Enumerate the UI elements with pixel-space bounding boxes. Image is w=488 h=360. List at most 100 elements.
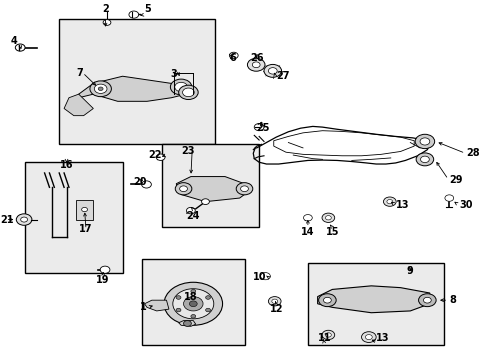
Text: 14: 14: [301, 227, 314, 237]
Bar: [161, 144, 259, 227]
Circle shape: [179, 186, 187, 192]
Text: 6: 6: [228, 53, 235, 63]
Circle shape: [268, 297, 281, 306]
Circle shape: [323, 297, 330, 303]
Circle shape: [186, 207, 195, 214]
Text: 17: 17: [79, 224, 93, 234]
Circle shape: [418, 294, 435, 307]
Text: 13: 13: [395, 200, 408, 210]
Circle shape: [205, 308, 210, 312]
Circle shape: [264, 64, 281, 77]
Circle shape: [240, 186, 248, 192]
Circle shape: [94, 84, 107, 94]
Circle shape: [103, 20, 111, 25]
Circle shape: [303, 215, 312, 221]
Circle shape: [170, 79, 191, 95]
Circle shape: [190, 315, 195, 318]
Circle shape: [178, 85, 198, 99]
Polygon shape: [79, 76, 185, 101]
Circle shape: [365, 334, 371, 339]
Circle shape: [142, 181, 151, 188]
Text: 16: 16: [60, 161, 73, 170]
Polygon shape: [317, 286, 429, 313]
Polygon shape: [144, 300, 168, 311]
Text: 7: 7: [76, 68, 83, 78]
Circle shape: [20, 217, 27, 222]
Text: 4: 4: [10, 36, 17, 46]
Circle shape: [236, 183, 252, 195]
Circle shape: [176, 296, 181, 299]
Text: 28: 28: [466, 148, 479, 158]
Circle shape: [414, 134, 434, 149]
Circle shape: [172, 289, 213, 319]
Circle shape: [318, 294, 335, 307]
Bar: [142, 259, 244, 345]
Bar: [307, 262, 444, 345]
Circle shape: [252, 62, 260, 68]
Circle shape: [201, 199, 209, 204]
Circle shape: [271, 299, 277, 303]
Circle shape: [183, 297, 203, 311]
Circle shape: [254, 123, 264, 131]
Text: 3: 3: [170, 69, 177, 79]
Circle shape: [444, 195, 453, 201]
Text: 12: 12: [269, 304, 283, 314]
Circle shape: [325, 333, 330, 337]
Text: 18: 18: [183, 292, 197, 302]
Circle shape: [163, 282, 222, 325]
Text: 23: 23: [182, 146, 195, 156]
Polygon shape: [64, 94, 93, 116]
Bar: [25, 162, 122, 273]
Text: 11: 11: [318, 333, 331, 343]
Circle shape: [174, 82, 187, 92]
Text: 19: 19: [96, 275, 110, 285]
Bar: [59, 19, 215, 144]
Circle shape: [361, 332, 375, 342]
Circle shape: [383, 197, 395, 206]
Circle shape: [386, 199, 392, 204]
Circle shape: [98, 87, 103, 91]
Polygon shape: [178, 321, 195, 327]
Text: 1: 1: [140, 302, 147, 312]
Circle shape: [325, 216, 330, 220]
Text: 21: 21: [0, 215, 14, 225]
Circle shape: [129, 11, 139, 18]
Text: 20: 20: [133, 176, 146, 186]
Circle shape: [176, 308, 181, 312]
Text: 26: 26: [249, 53, 263, 63]
Circle shape: [15, 44, 25, 51]
Circle shape: [189, 301, 197, 307]
Text: 9: 9: [406, 266, 413, 276]
Text: 30: 30: [458, 200, 471, 210]
Circle shape: [322, 213, 334, 222]
Circle shape: [16, 214, 32, 225]
Circle shape: [81, 207, 87, 212]
Circle shape: [229, 52, 238, 59]
Text: 13: 13: [375, 333, 389, 343]
Text: 8: 8: [448, 295, 455, 305]
Circle shape: [260, 273, 270, 280]
Circle shape: [90, 81, 111, 97]
Circle shape: [182, 88, 194, 97]
Text: 22: 22: [148, 150, 161, 160]
Circle shape: [415, 153, 433, 166]
Circle shape: [183, 321, 191, 327]
Text: 29: 29: [448, 175, 462, 185]
Text: 10: 10: [252, 272, 266, 282]
Polygon shape: [176, 176, 249, 202]
Circle shape: [322, 330, 334, 339]
Circle shape: [175, 183, 191, 195]
Text: 24: 24: [186, 211, 200, 221]
Text: 15: 15: [325, 227, 338, 237]
Circle shape: [420, 156, 428, 163]
Circle shape: [268, 68, 277, 74]
Text: 5: 5: [144, 4, 151, 14]
Circle shape: [419, 138, 429, 145]
Text: 25: 25: [256, 123, 270, 133]
Circle shape: [205, 296, 210, 299]
Circle shape: [156, 154, 164, 161]
Circle shape: [100, 266, 110, 273]
Text: 2: 2: [102, 4, 109, 14]
Circle shape: [190, 289, 195, 293]
Bar: [76, 200, 93, 220]
